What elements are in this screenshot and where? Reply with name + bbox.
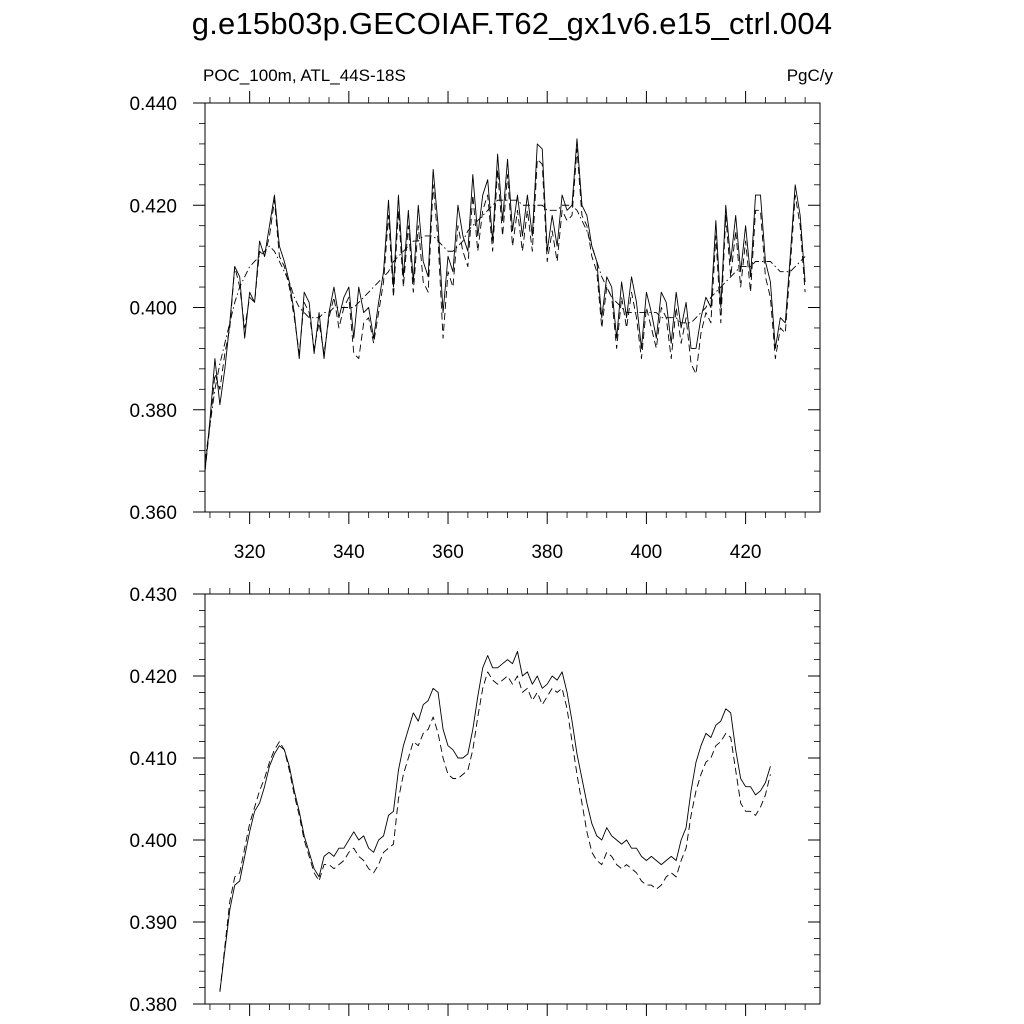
x-tick-label: 380 <box>531 542 563 563</box>
y-tick-label: 0.440 <box>129 94 177 115</box>
y-tick-label: 0.410 <box>129 749 177 770</box>
y-tick-label: 0.390 <box>129 913 177 934</box>
x-tick-label: 340 <box>333 542 365 563</box>
bottom-panel: 0.380 0.390 0.400 0.410 0.420 0.430 <box>129 582 821 1016</box>
series-line-dash-dot <box>204 199 806 461</box>
x-tick-label: 360 <box>432 542 464 563</box>
y-tick-label: 0.430 <box>129 585 177 606</box>
y-tick-label: 0.420 <box>129 667 177 688</box>
series-line-dashed <box>204 148 806 472</box>
y-tick-label: 0.360 <box>129 503 177 524</box>
plot-frame <box>204 102 821 513</box>
page-title: g.e15b03p.GECOIAF.T62_gx1v6.e15_ctrl.004 <box>191 6 833 41</box>
variable-region-label: POC_100m, ATL_44S-18S <box>203 66 406 85</box>
x-tick-label: 400 <box>631 542 663 563</box>
series-line-solid <box>219 650 771 992</box>
plot-frame <box>204 593 821 1005</box>
x-tick-label: 320 <box>234 542 266 563</box>
y-tick-label: 0.400 <box>129 299 177 320</box>
series-line-dashed <box>219 671 771 992</box>
top-panel: 320 340 360 380 400 420 0.360 0.380 0.400 0.420 0.… <box>129 91 821 563</box>
units-label: PgC/y <box>786 66 833 85</box>
y-tick-label: 0.400 <box>129 831 177 852</box>
y-tick-label: 0.420 <box>129 196 177 217</box>
y-tick-label: 0.380 <box>129 995 177 1016</box>
x-tick-label: 420 <box>730 542 762 563</box>
y-tick-label: 0.380 <box>129 401 177 422</box>
series-line-solid <box>204 138 806 472</box>
